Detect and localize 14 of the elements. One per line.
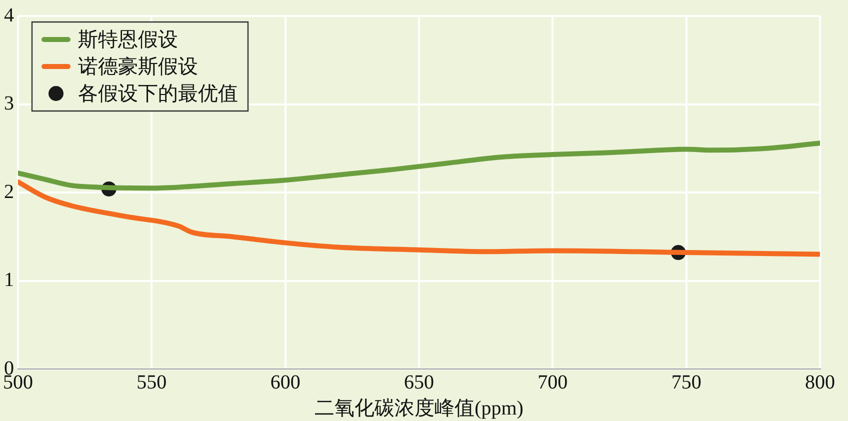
legend-label: 诺德豪斯假设 [78,56,198,78]
x-axis-title: 二氧化碳浓度峰值(ppm) [314,397,524,420]
x-tick-label: 600 [270,371,300,394]
y-tick-label: 3 [4,92,14,114]
y-tick-label: 4 [4,4,14,26]
x-tick-label: 550 [136,371,167,394]
x-tick-label: 700 [538,371,568,394]
x-tick-label: 800 [805,371,835,394]
y-tick-label: 1 [4,269,14,291]
legend-label: 各假设下的最优值 [78,82,238,105]
x-tick-label: 750 [671,371,702,394]
x-tick-label: 650 [404,371,434,394]
legend-label: 斯特恩假设 [78,28,178,51]
y-tick-label: 2 [4,180,14,203]
